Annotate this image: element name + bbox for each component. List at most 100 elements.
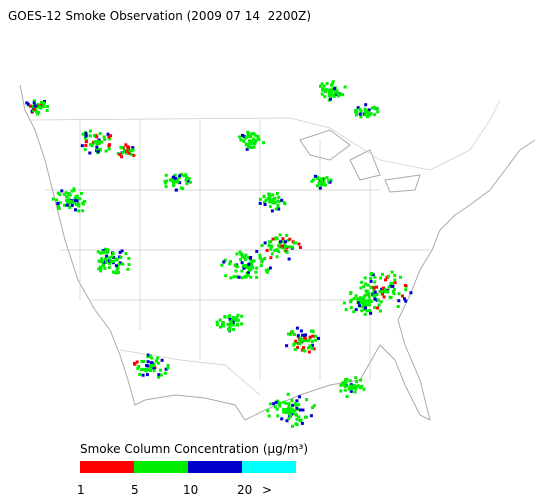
smoke-pixel [389, 282, 393, 285]
smoke-pixel [367, 295, 371, 299]
smoke-pixel [29, 104, 32, 108]
smoke-pixel [259, 264, 263, 268]
smoke-pixel [311, 330, 315, 334]
smoke-pixel [65, 203, 69, 207]
smoke-pixel [345, 378, 349, 382]
smoke-pixel [228, 325, 232, 329]
smoke-pixel [359, 386, 362, 390]
smoke-pixel [404, 299, 408, 303]
smoke-pixel [165, 179, 169, 183]
smoke-pixel [320, 177, 323, 181]
smoke-pixel [246, 130, 250, 134]
smoke-pixel [260, 244, 264, 248]
smoke-pixel [344, 308, 348, 312]
smoke-pixel [375, 285, 379, 289]
smoke-pixel [299, 246, 302, 249]
smoke-pixel [96, 250, 100, 254]
smoke-pixel [370, 106, 374, 110]
smoke-pixel [154, 359, 158, 363]
smoke-pixel [392, 292, 396, 296]
smoke-pixel [329, 97, 332, 101]
smoke-pixel [295, 406, 299, 410]
legend-label: 5 [131, 483, 139, 497]
legend-title: Smoke Column Concentration (μg/m³) [80, 442, 308, 456]
smoke-pixel [90, 144, 94, 148]
smoke-pixel [349, 389, 353, 393]
smoke-pixel [120, 155, 124, 159]
legend-label: > [262, 483, 272, 497]
smoke-pixel [381, 272, 384, 276]
smoke-pixel [99, 251, 103, 255]
smoke-pixel [304, 415, 308, 419]
smoke-pixel [103, 247, 107, 251]
smoke-pixel [375, 292, 379, 296]
smoke-pixel [272, 201, 276, 205]
smoke-pixel [114, 257, 118, 261]
smoke-pixel [137, 365, 141, 368]
smoke-pixel [228, 262, 232, 266]
smoke-pixel [103, 257, 107, 261]
smoke-pixel [304, 339, 308, 343]
smoke-pixel [215, 323, 219, 327]
smoke-pixel [287, 245, 291, 249]
smoke-pixel [32, 107, 36, 111]
smoke-pixel [299, 336, 302, 340]
smoke-pixel [220, 263, 224, 267]
smoke-pixel [231, 317, 235, 321]
smoke-pixel [359, 109, 363, 113]
smoke-pixel [404, 288, 408, 292]
smoke-pixel [83, 200, 87, 203]
smoke-pixel [359, 115, 363, 119]
smoke-pixel [289, 413, 292, 417]
smoke-pixel [287, 409, 291, 413]
smoke-pixel [390, 270, 394, 274]
smoke-pixel [244, 264, 248, 267]
smoke-pixel [312, 404, 316, 408]
smoke-pixel [221, 321, 225, 325]
smoke-pixel [36, 112, 40, 116]
smoke-pixel [80, 191, 83, 195]
smoke-pixel [36, 104, 39, 108]
smoke-pixel [403, 284, 407, 287]
smoke-pixel [108, 262, 111, 265]
smoke-pixel [271, 198, 275, 202]
smoke-pixel [268, 200, 272, 204]
smoke-pixel [166, 364, 170, 368]
smoke-pixel [81, 132, 85, 136]
smoke-pixel [375, 106, 379, 110]
smoke-pixel [37, 110, 41, 114]
smoke-pixel [308, 344, 312, 348]
smoke-pixel [291, 403, 295, 407]
smoke-pixel [274, 237, 278, 241]
smoke-pixel [367, 303, 371, 307]
smoke-pixel [141, 368, 145, 372]
smoke-pixel [219, 325, 222, 329]
smoke-pixel [356, 384, 360, 388]
smoke-pixel [320, 92, 324, 96]
smoke-pixel [245, 265, 249, 269]
smoke-pixel [262, 141, 265, 145]
smoke-pixel [246, 135, 250, 138]
smoke-pixel [97, 267, 101, 271]
smoke-pixel [136, 366, 140, 370]
smoke-pixel [275, 407, 279, 411]
smoke-pixel [163, 181, 167, 185]
smoke-pixel [236, 322, 239, 326]
smoke-pixel [103, 138, 107, 141]
smoke-pixel [360, 280, 364, 284]
smoke-pixel [185, 175, 189, 179]
smoke-pixel [232, 327, 235, 331]
smoke-pixel [215, 320, 219, 324]
smoke-pixel [244, 135, 248, 139]
mexico-border [119, 349, 261, 396]
smoke-pixel [95, 145, 99, 149]
smoke-pixel [273, 196, 277, 200]
smoke-pixel [263, 203, 267, 206]
great-lakes [299, 129, 421, 193]
smoke-pixel [293, 241, 297, 245]
smoke-pixel [349, 292, 353, 296]
smoke-pixel [294, 412, 298, 416]
smoke-pixel [181, 187, 185, 191]
smoke-pixel [319, 84, 322, 88]
smoke-pixel [282, 201, 286, 205]
